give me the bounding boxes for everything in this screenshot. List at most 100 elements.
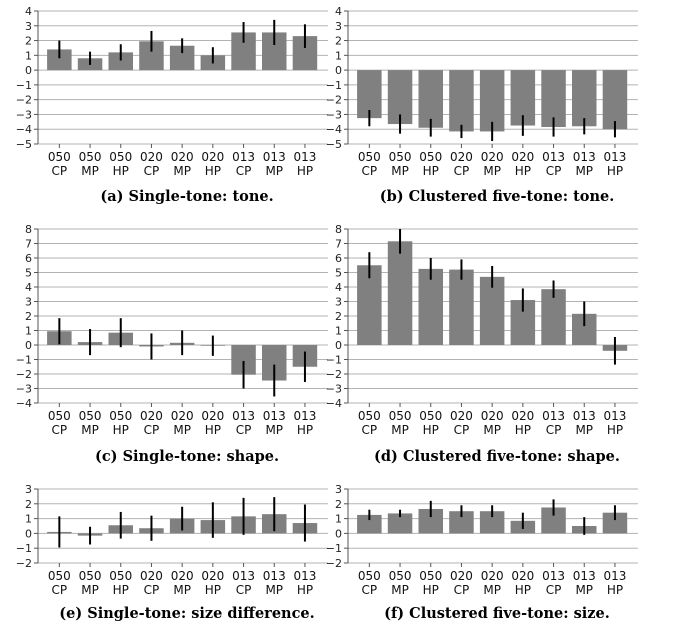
x-tick-label: CP (236, 583, 252, 597)
y-tick-label: −4 (16, 123, 32, 136)
x-tick-label: 020 (450, 569, 473, 583)
panel-caption: (a) Single-tone: tone. (100, 188, 273, 205)
bar (357, 514, 382, 534)
x-tick-label: MP (391, 583, 409, 597)
x-tick-label: HP (113, 583, 129, 597)
x-tick-label: MP (81, 164, 99, 178)
x-tick-label: 020 (171, 409, 194, 423)
x-tick-label: 013 (573, 409, 596, 423)
x-tick-label: CP (144, 164, 160, 178)
x-tick-label: 013 (573, 569, 596, 583)
x-tick-label: 020 (481, 409, 504, 423)
y-tick-label: 0 (25, 64, 32, 77)
y-tick-label: 3 (25, 20, 32, 33)
y-tick-label: −3 (16, 108, 32, 121)
x-tick-label: 050 (389, 150, 412, 164)
y-tick-label: −2 (326, 557, 342, 570)
x-tick-label: 013 (603, 150, 626, 164)
x-tick-label: CP (546, 164, 562, 178)
x-tick-label: 050 (419, 569, 442, 583)
x-tick-label: 050 (79, 409, 102, 423)
x-tick-label: CP (362, 164, 378, 178)
x-tick-label: 020 (481, 150, 504, 164)
x-tick-label: MP (81, 423, 99, 437)
x-tick-label: 020 (450, 150, 473, 164)
x-tick-label: 050 (79, 150, 102, 164)
bar (449, 70, 474, 132)
y-tick-label: 3 (25, 483, 32, 496)
x-tick-label: 050 (389, 409, 412, 423)
x-tick-label: MP (483, 583, 501, 597)
y-tick-label: −1 (326, 79, 342, 92)
x-tick-label: CP (236, 164, 252, 178)
x-tick-label: MP (173, 583, 191, 597)
x-tick-label: 050 (389, 569, 412, 583)
y-tick-label: 4 (335, 281, 342, 294)
chart-panel: −2−10123050CP050MP050HP020CP020MP020HP01… (326, 483, 638, 622)
x-tick-label: CP (454, 583, 470, 597)
y-tick-label: 8 (335, 223, 342, 236)
x-tick-label: HP (113, 423, 129, 437)
bar (357, 265, 382, 345)
x-tick-label: 020 (140, 569, 163, 583)
y-tick-label: 4 (25, 5, 32, 18)
x-tick-label: 020 (511, 569, 534, 583)
x-tick-label: HP (423, 423, 439, 437)
x-tick-label: 050 (358, 150, 381, 164)
bar (602, 70, 628, 130)
y-tick-label: −2 (16, 557, 32, 570)
bar (572, 70, 597, 127)
x-tick-label: 020 (481, 569, 504, 583)
bar (479, 276, 505, 345)
x-tick-label: 050 (109, 569, 132, 583)
y-tick-label: 8 (25, 223, 32, 236)
y-tick-label: 0 (335, 527, 342, 540)
x-tick-label: MP (81, 583, 99, 597)
x-tick-label: CP (546, 583, 562, 597)
x-tick-label: HP (113, 164, 129, 178)
y-tick-label: 1 (25, 513, 32, 526)
y-tick-label: −4 (326, 123, 342, 136)
y-tick-label: 7 (335, 238, 342, 251)
x-tick-label: MP (265, 423, 283, 437)
x-tick-label: MP (173, 423, 191, 437)
x-tick-label: MP (575, 583, 593, 597)
x-tick-label: HP (205, 583, 221, 597)
x-tick-label: 050 (419, 150, 442, 164)
x-tick-label: 013 (293, 150, 316, 164)
bar (479, 70, 505, 132)
x-tick-label: 020 (201, 569, 224, 583)
x-tick-label: 013 (293, 569, 316, 583)
y-tick-label: −1 (326, 354, 342, 367)
x-tick-label: 050 (48, 150, 71, 164)
x-tick-label: HP (205, 164, 221, 178)
y-tick-label: 1 (335, 325, 342, 338)
y-tick-label: 2 (25, 498, 32, 511)
x-tick-label: 013 (573, 150, 596, 164)
chart-panel: −2−10123050CP050MP050HP020CP020MP020HP01… (16, 483, 328, 622)
x-tick-label: 013 (293, 409, 316, 423)
x-tick-label: 050 (109, 409, 132, 423)
x-tick-label: MP (483, 164, 501, 178)
x-tick-label: HP (297, 583, 313, 597)
bar (387, 513, 413, 534)
chart-panel: −5−4−3−2−101234050CP050MP050HP020CP020MP… (16, 5, 328, 205)
x-tick-label: HP (607, 423, 623, 437)
chart-panel: −5−4−3−2−101234050CP050MP050HP020CP020MP… (326, 5, 638, 205)
y-tick-label: 0 (335, 64, 342, 77)
panel-caption: (c) Single-tone: shape. (95, 448, 279, 465)
x-tick-label: 050 (109, 150, 132, 164)
x-tick-label: MP (391, 164, 409, 178)
x-tick-label: 013 (603, 569, 626, 583)
x-tick-label: 013 (603, 409, 626, 423)
x-tick-label: MP (265, 583, 283, 597)
chart-panel: −4−3−2−1012345678050CP050MP050HP020CP020… (326, 223, 638, 465)
x-tick-label: HP (423, 164, 439, 178)
y-tick-label: −1 (326, 542, 342, 555)
x-tick-label: 020 (450, 409, 473, 423)
y-tick-label: 4 (25, 281, 32, 294)
x-tick-label: HP (515, 583, 531, 597)
y-tick-label: −3 (326, 108, 342, 121)
bar (449, 511, 474, 534)
x-tick-label: HP (607, 583, 623, 597)
